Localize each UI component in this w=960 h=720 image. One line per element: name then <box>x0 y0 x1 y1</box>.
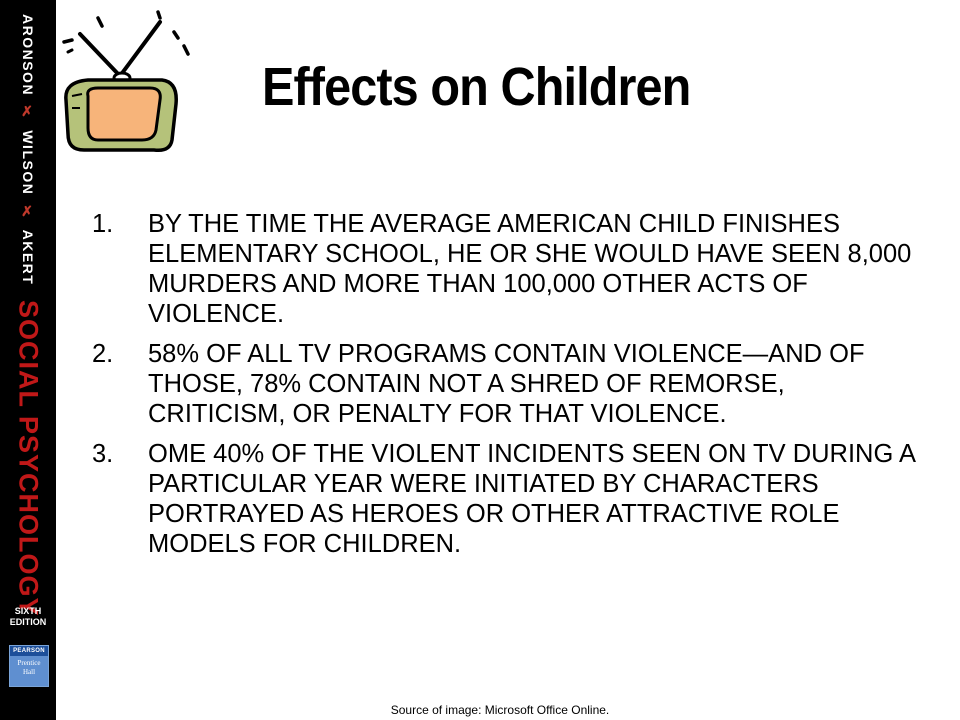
list-item: 1. BY THE TIME THE AVERAGE AMERICAN CHIL… <box>92 209 932 329</box>
author-separator: ✗ <box>20 203 36 222</box>
edition-line-1: SIXTH <box>14 606 42 616</box>
author-wilson: WILSON <box>20 130 36 196</box>
book-spine-sidebar: ARONSON ✗ WILSON ✗ AKERT SOCIAL PSYCHOLO… <box>0 0 56 720</box>
author-separator: ✗ <box>20 104 36 122</box>
slide-title: Effects on Children <box>262 57 691 117</box>
list-item: 3. OME 40% OF THE VIOLENT INCIDENTS SEEN… <box>92 439 932 559</box>
author-aronson: ARONSON <box>20 14 36 97</box>
image-source-caption: Source of image: Microsoft Office Online… <box>390 703 610 717</box>
edition-label: SIXTH EDITION <box>0 606 56 628</box>
tv-clipart-icon <box>62 10 190 153</box>
book-series-title: SOCIAL PSYCHOLOGY <box>13 300 44 617</box>
list-item-number: 2. <box>92 340 114 368</box>
edition-line-2: EDITION <box>9 617 47 627</box>
list-item-number: 3. <box>92 440 114 468</box>
list-item: 2. 58% OF ALL TV PROGRAMS CONTAIN VIOLEN… <box>92 339 932 429</box>
list-item-number: 1. <box>92 210 114 238</box>
author-names: ARONSON ✗ WILSON ✗ AKERT <box>20 14 44 285</box>
list-item-text: BY THE TIME THE AVERAGE AMERICAN CHILD F… <box>148 210 912 328</box>
publisher-imprint: Prentice Hall <box>10 656 48 686</box>
publisher-name: PEARSON <box>10 646 48 656</box>
effects-list: 1. BY THE TIME THE AVERAGE AMERICAN CHIL… <box>92 209 932 569</box>
publisher-imprint-line-1: Prentice <box>17 659 41 667</box>
publisher-logo: PEARSON Prentice Hall <box>9 645 49 687</box>
list-item-text: OME 40% OF THE VIOLENT INCIDENTS SEEN ON… <box>148 440 915 558</box>
author-akert: AKERT <box>20 229 36 286</box>
publisher-imprint-line-2: Hall <box>22 668 36 676</box>
list-item-text: 58% OF ALL TV PROGRAMS CONTAIN VIOLENCE—… <box>148 340 865 428</box>
